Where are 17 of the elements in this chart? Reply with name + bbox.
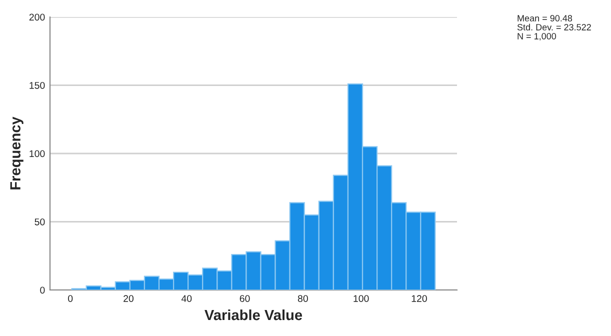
y-axis-title: Frequency [10,116,24,190]
x-tick-label: 80 [298,295,308,302]
text: N = 1,000 [518,33,556,40]
y-tick-label: 100 [30,150,45,158]
x-tick-label: 20 [124,295,134,302]
x-axis-title: Variable Value [204,309,302,320]
x-tick-label: 100 [354,295,369,302]
x-tick-label: 0 [68,295,73,302]
text: Mean = 90.48 [518,15,572,22]
x-tick-label: 60 [240,295,250,302]
text: Std. Dev. = 23.522 [517,24,591,30]
y-tick-label: 150 [30,82,45,89]
y-tick-label: 50 [34,218,45,226]
x-tick-label: 40 [181,295,192,302]
x-tick-label: 120 [412,295,427,302]
y-tick-label: 0 [40,286,45,294]
y-tick-label: 200 [29,14,45,21]
